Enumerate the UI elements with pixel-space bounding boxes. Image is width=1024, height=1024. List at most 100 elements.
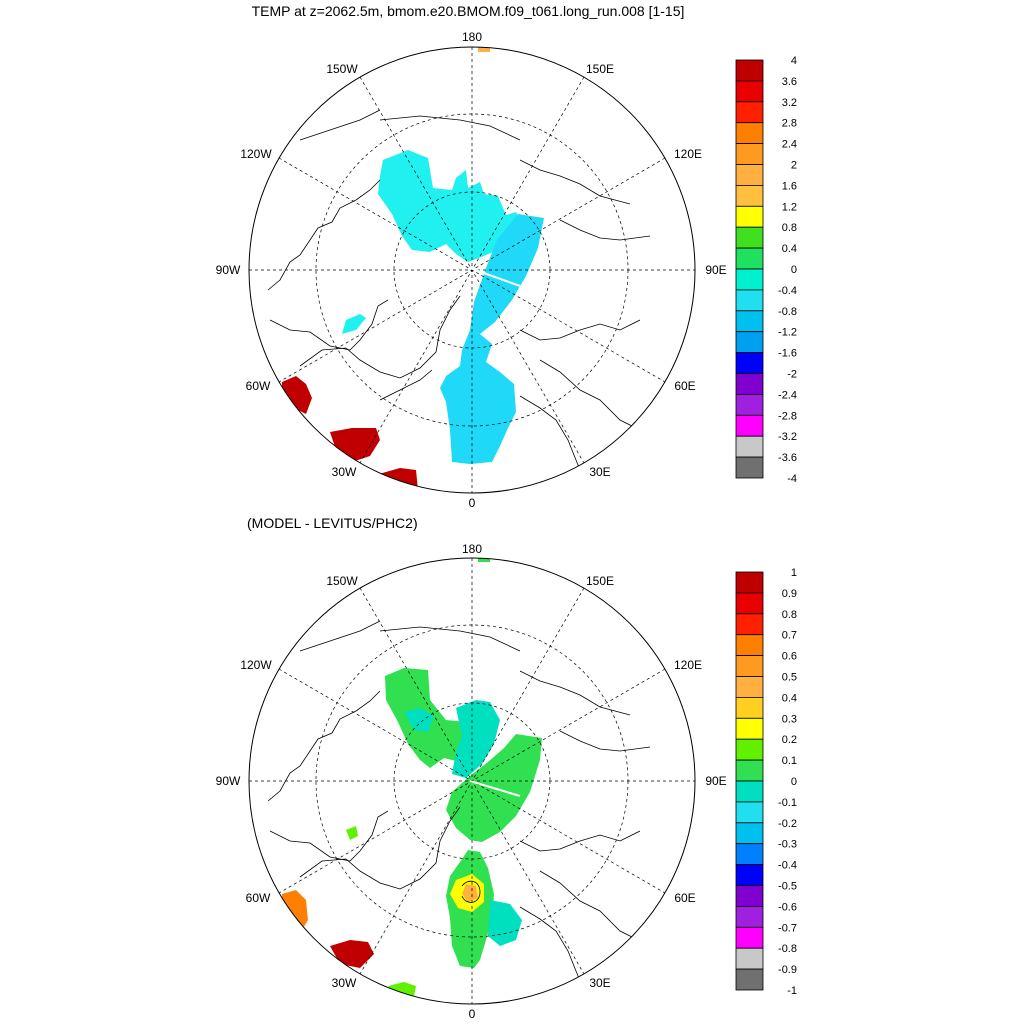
colorbar-box [735,822,764,845]
colorbar-tick-label: -1.2 [778,327,797,339]
colorbar-tick-label: 2.8 [782,118,797,130]
colorbar-tick-label: -0.8 [778,306,797,318]
colorbar-box [735,968,764,991]
lon-label: 120W [240,147,272,161]
region-nordic-seas [440,330,516,464]
longitude-labels: 180 150E 120E 90E 60E 30E 0 30W 60W 90W … [216,542,727,1021]
colorbar-box [735,352,764,374]
lon-label: 150W [326,62,358,76]
colorbar-tick-label: -0.1 [778,797,797,809]
colorbar-tick-label: 0.5 [782,672,797,684]
colorbar-box [735,780,764,803]
colorbar-tick-label: 0.9 [782,588,797,600]
colorbar-tick-label: 1.6 [782,180,797,192]
lon-label: 30E [589,465,610,479]
region-norwegian-sea [488,900,522,946]
colorbar-tick-label: 0.8 [782,609,797,621]
colorbar-tick-label: -0.6 [778,901,797,913]
colorbar-tick-label: -3.6 [778,452,797,464]
lon-label: 30E [589,976,610,990]
region-makarov-strip [452,700,500,778]
colorbar-tick-label: 0.8 [782,222,797,234]
colorbar-tick-label: 2 [791,160,797,172]
colorbar-tick-label: -0.4 [778,285,797,297]
map-boundary [248,557,696,1005]
colorbar-box [735,613,764,636]
colorbar-box [735,717,764,740]
coastlines [267,620,651,982]
colorbar-box [735,759,764,782]
colorbar-tick-label: -1.6 [778,348,797,360]
chart-title: TEMP at z=2062.5m, bmom.e20.BMOM.f09_t06… [252,3,685,19]
colorbar-tick-label: 0.6 [782,651,797,663]
colorbar-box [735,331,764,354]
colorbar-box [735,101,764,124]
graticule [249,47,695,493]
colorbar-box [735,205,764,228]
colorbar-box [735,885,764,907]
colorbar-box [735,634,764,657]
colorbar-tick-label: 1 [791,567,797,579]
colorbar-box [735,373,764,395]
colorbar-box [735,268,764,291]
coastlines [267,109,651,471]
colorbar-tick-label: 0.4 [782,692,797,704]
colorbar-tick-label: -0.2 [778,818,797,830]
lon-label: 0 [469,496,476,510]
colorbar-tick-label: 3.2 [782,97,797,109]
region-baffin-patch [342,314,366,334]
colorbar-tick-label: -2.8 [778,410,797,422]
region-north-atlantic [330,940,374,968]
colorbar-box [735,184,764,207]
difference-title: (MODEL - LEVITUS/PHC2) [247,515,418,531]
colorbar-tick-label: 4 [791,55,797,67]
colorbar-box [735,456,764,479]
region-baffin-patch [346,826,358,840]
temperature-map: 180 150E 120E 90E 60E 30E 0 30W 60W 90W … [216,30,727,510]
lon-label: 180 [462,542,482,556]
colorbar-tick-label: 2.4 [782,139,797,151]
colorbar-box [735,843,764,866]
colorbar-tick-label: -2 [787,369,797,381]
colorbar-box [735,143,764,165]
lon-label: 90W [216,263,241,277]
region-north-atlantic [330,428,380,462]
colorbar-tick-label: 0 [791,776,797,788]
lon-label: 30W [332,976,357,990]
colorbar-box [735,414,764,437]
lon-label: 30W [332,465,357,479]
colorbar-tick-label: -4 [787,473,797,485]
colorbar-box [735,697,764,719]
colorbar-box [735,310,764,333]
colorbar-box [735,247,764,270]
region-north-atlantic-east [372,468,418,493]
colorbar-tick-label: 1.2 [782,201,797,213]
difference-field [249,558,695,1004]
colorbar-tick-label: 0.7 [782,630,797,642]
colorbar-box [735,655,764,677]
temperature-field [249,47,695,493]
colorbar-box [735,906,764,928]
region-eurasian-basin [470,214,544,334]
difference-map: 180 150E 120E 90E 60E 30E 0 30W 60W 90W … [216,542,727,1021]
colorbar-tick-label: 0.1 [782,755,797,767]
colorbar-box [735,393,764,416]
colorbar-box [735,947,764,970]
colorbar-tick-label: -0.3 [778,839,797,851]
colorbar-tick-label: 0.3 [782,713,797,725]
colorbar-box [735,435,764,458]
lon-label: 150W [326,574,358,588]
lon-label: 150E [586,62,614,76]
lon-label: 120E [674,147,702,161]
lon-label: 0 [469,1007,476,1021]
colorbar-tick-label: -1 [787,985,797,997]
lon-label: 90E [705,263,726,277]
colorbar-box [735,801,764,824]
colorbar-tick-label: -0.9 [778,964,797,976]
region-labrador-sea [282,890,308,930]
lon-label: 180 [462,30,482,44]
colorbar-box [735,164,764,186]
colorbar-box [735,926,764,949]
colorbar-box [735,676,764,698]
